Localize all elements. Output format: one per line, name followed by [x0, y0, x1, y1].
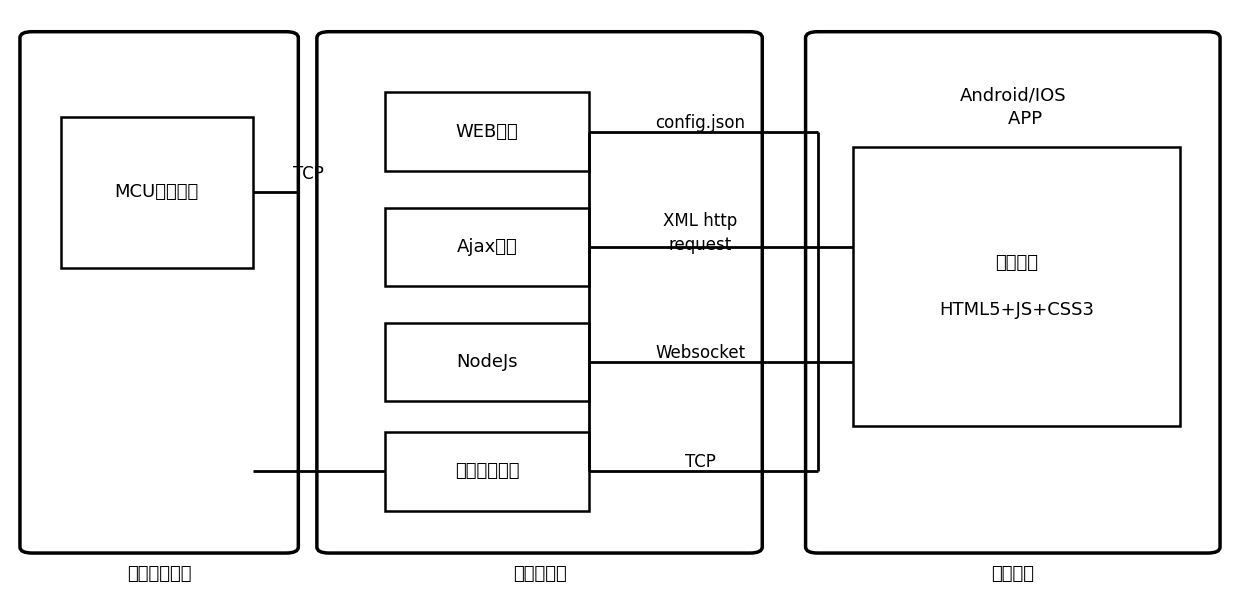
- Text: 移动终端: 移动终端: [991, 565, 1034, 583]
- FancyBboxPatch shape: [61, 116, 253, 268]
- Text: NodeJs: NodeJs: [456, 353, 518, 371]
- Text: MCU内置程序: MCU内置程序: [114, 183, 198, 202]
- FancyBboxPatch shape: [806, 32, 1220, 553]
- Text: Websocket: Websocket: [656, 344, 745, 362]
- Text: WEB服务: WEB服务: [455, 123, 518, 141]
- Text: Ajax服务: Ajax服务: [456, 238, 517, 256]
- Text: 设备接入服务: 设备接入服务: [455, 462, 520, 481]
- Text: XML http
request: XML http request: [663, 212, 738, 254]
- Text: Android/IOS
    APP: Android/IOS APP: [960, 86, 1066, 128]
- Text: 云端服务器: 云端服务器: [512, 565, 567, 583]
- FancyBboxPatch shape: [853, 147, 1180, 426]
- Text: config.json: config.json: [656, 114, 745, 132]
- FancyBboxPatch shape: [384, 93, 589, 171]
- FancyBboxPatch shape: [384, 208, 589, 286]
- Text: TCP: TCP: [684, 453, 715, 471]
- FancyBboxPatch shape: [384, 432, 589, 510]
- FancyBboxPatch shape: [384, 323, 589, 401]
- Text: 蓄电池充电器: 蓄电池充电器: [126, 565, 191, 583]
- Text: TCP: TCP: [293, 165, 324, 183]
- FancyBboxPatch shape: [20, 32, 299, 553]
- FancyBboxPatch shape: [317, 32, 763, 553]
- Text: 前端逻辑

HTML5+JS+CSS3: 前端逻辑 HTML5+JS+CSS3: [939, 254, 1094, 319]
